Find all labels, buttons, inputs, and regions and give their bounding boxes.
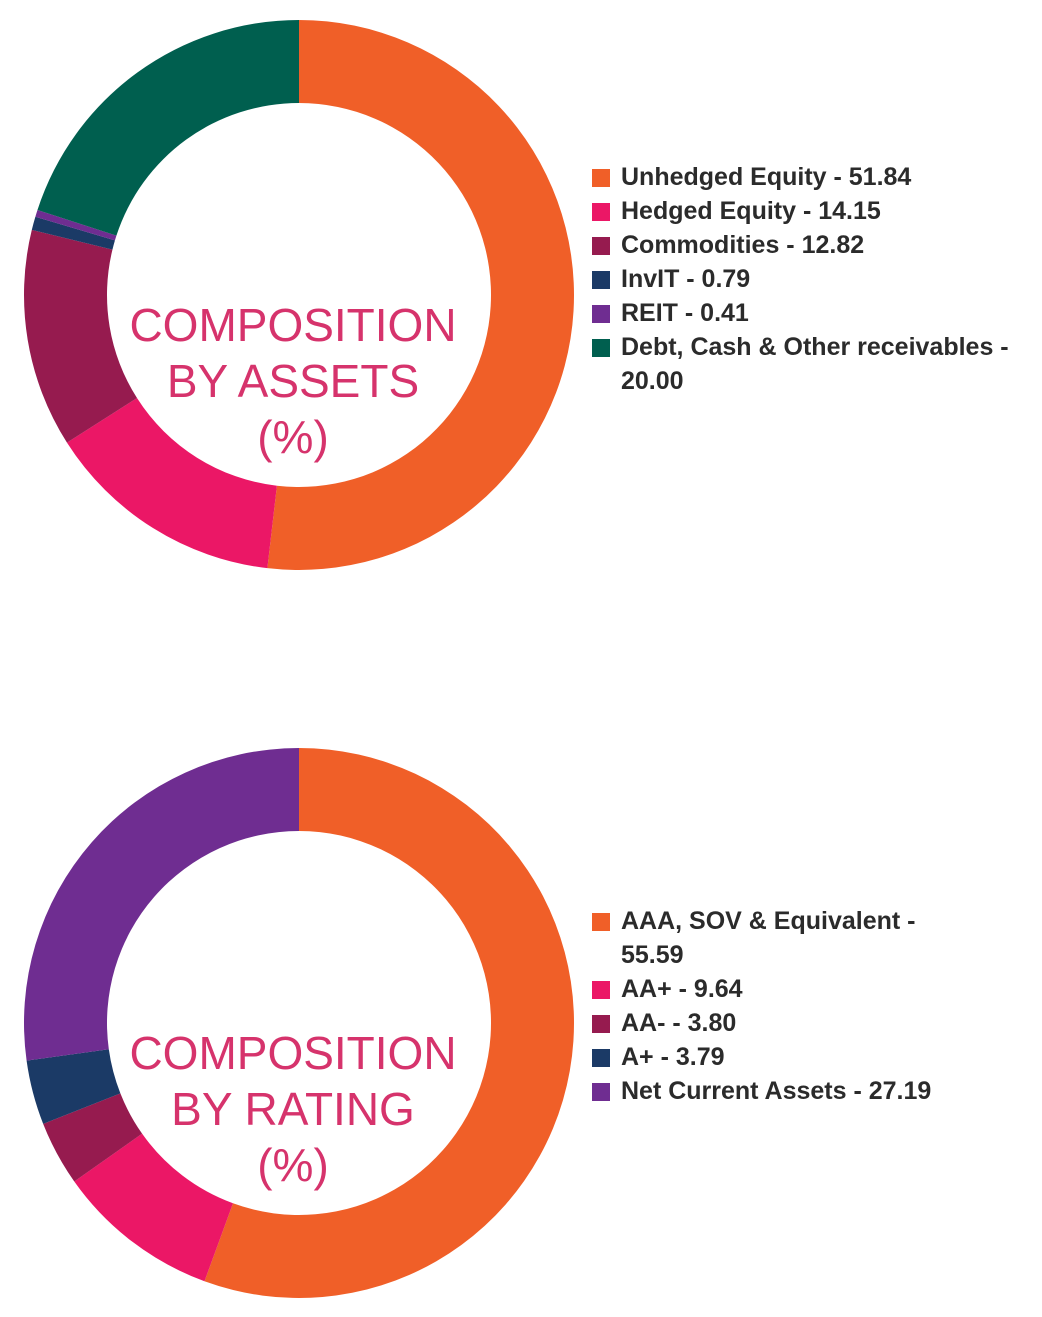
rating-legend-swatch <box>592 1049 610 1067</box>
assets-legend-item-invit: InvIT - 0.79 <box>592 262 1032 296</box>
rating-donut-svg: COMPOSITION BY RATING (%) <box>24 748 575 1298</box>
rating-legend-label: AA- - 3.80 <box>621 1009 737 1037</box>
assets-legend-swatch <box>592 203 610 221</box>
assets-legend-item-unhedged-equity: Unhedged Equity - 51.84 <box>592 160 1032 194</box>
assets-center-title-line-3: (%) <box>257 411 329 463</box>
assets-center-title-line-2: BY ASSETS <box>167 355 419 407</box>
assets-slice-invit <box>31 216 115 250</box>
rating-slice-aaa-sov-and-equivalent <box>204 748 575 1298</box>
rating-center-title-line-2: BY RATING <box>171 1083 415 1135</box>
rating-legend-item-aa: AA+ - 9.64 <box>592 972 972 1006</box>
rating-slice-a <box>26 1049 121 1124</box>
rating-slice-net-current-assets <box>24 748 300 1061</box>
rating-legend-swatch <box>592 981 610 999</box>
assets-donut-slices <box>23 20 574 570</box>
rating-legend-swatch <box>592 1015 610 1033</box>
assets-slice-debt-cash-and-other-receivables <box>37 20 299 236</box>
assets-legend-item-debt-cash-and-other-receivables: Debt, Cash & Other receivables - 20.00 <box>592 330 1032 398</box>
assets-legend-item-commodities: Commodities - 12.82 <box>592 228 1032 262</box>
assets-legend-swatch <box>592 305 610 323</box>
assets-composition-chart: COMPOSITION BY ASSETS (%) Unhedged Equit… <box>0 0 1042 600</box>
assets-legend-label: Commodities - 12.82 <box>621 231 865 259</box>
rating-legend-item-aa: AA- - 3.80 <box>592 1006 972 1040</box>
assets-slice-unhedged-equity <box>267 20 574 570</box>
rating-center-title-line-3: (%) <box>257 1139 329 1191</box>
rating-composition-chart: COMPOSITION BY RATING (%) AAA, SOV & Equ… <box>0 728 1042 1317</box>
rating-center-title-line-1: COMPOSITION <box>129 1027 456 1079</box>
assets-legend-swatch <box>592 271 610 289</box>
assets-slice-hedged-equity <box>66 398 277 569</box>
rating-legend-item-a: A+ - 3.79 <box>592 1040 972 1074</box>
assets-legend-item-reit: REIT - 0.41 <box>592 296 1032 330</box>
rating-slice-aa <box>74 1133 234 1282</box>
rating-legend-label: Net Current Assets - 27.19 <box>621 1077 932 1105</box>
rating-legend-swatch <box>592 913 610 931</box>
assets-legend-swatch <box>592 169 610 187</box>
rating-legend: AAA, SOV & Equivalent - 55.59 AA+ - 9.64 A… <box>592 904 972 1108</box>
rating-donut-slices <box>24 748 575 1298</box>
assets-legend-swatch <box>592 237 610 255</box>
rating-legend-item-net-current-assets: Net Current Assets - 27.19 <box>592 1074 972 1108</box>
rating-legend-label: AA+ - 9.64 <box>621 975 743 1003</box>
assets-legend-swatch <box>592 339 610 357</box>
rating-legend-swatch <box>592 1083 610 1101</box>
rating-legend-item-aaa-sov-and-equivalent: AAA, SOV & Equivalent - 55.59 <box>592 904 972 972</box>
assets-legend-label: Debt, Cash & Other receivables - 20.00 <box>621 333 1009 395</box>
rating-legend-label: A+ - 3.79 <box>621 1043 725 1071</box>
assets-center-title-line-1: COMPOSITION <box>129 299 456 351</box>
assets-legend: Unhedged Equity - 51.84 Hedged Equity - 1… <box>592 160 1032 398</box>
assets-slice-reit <box>35 209 117 241</box>
assets-legend-label: Unhedged Equity - 51.84 <box>621 163 912 191</box>
rating-slice-aa <box>43 1093 143 1182</box>
assets-legend-item-hedged-equity: Hedged Equity - 14.15 <box>592 194 1032 228</box>
rating-legend-label: AAA, SOV & Equivalent - 55.59 <box>621 907 916 969</box>
assets-slice-commodities <box>23 229 137 443</box>
assets-legend-label: Hedged Equity - 14.15 <box>621 197 881 225</box>
assets-legend-label: REIT - 0.41 <box>621 299 749 327</box>
assets-donut-svg: COMPOSITION BY ASSETS (%) <box>23 20 574 570</box>
assets-legend-label: InvIT - 0.79 <box>621 265 751 293</box>
